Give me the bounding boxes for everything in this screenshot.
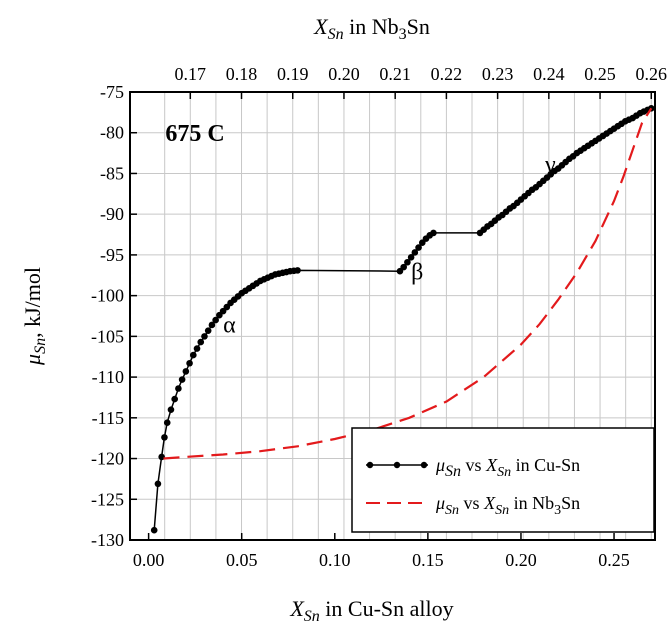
x-tick-label: 0.05 — [226, 550, 258, 570]
legend-marker-cu-sn-2 — [393, 461, 401, 469]
annotation-label: 675 C — [165, 121, 224, 147]
y-tick-label: -125 — [91, 489, 124, 509]
y-tick-label: -95 — [100, 245, 124, 265]
y-tick-label: -115 — [92, 408, 124, 428]
series-point — [158, 453, 165, 461]
x-top-sub2: 3 — [399, 26, 407, 43]
annotations: 675 C α β γ — [165, 121, 556, 338]
legend-marker-cu-sn-3 — [420, 461, 428, 469]
x-top-tick-label: 0.21 — [379, 64, 411, 84]
series-point — [186, 359, 193, 367]
series-point — [404, 258, 411, 266]
x-top-sub: Sn — [328, 26, 344, 43]
series-point — [294, 267, 301, 274]
axis-ticks: -75 -80 -85 -90 -95 -100 -105 -110 -115 -120 -125 -… — [91, 64, 667, 570]
x-tick-label: 0.25 — [598, 550, 630, 570]
series-point — [189, 351, 197, 359]
y-axis-title: μSn, kJ/mol — [20, 267, 49, 366]
series-point — [163, 419, 171, 427]
y-sub: Sn — [32, 338, 49, 354]
series-point — [411, 249, 419, 256]
series-point — [415, 244, 422, 251]
x-top-tick-label: 0.24 — [533, 64, 565, 84]
x-top-axis-title: XSn in Nb3Sn — [313, 14, 430, 43]
x-top-tick-label: 0.26 — [636, 64, 668, 84]
series-point — [154, 480, 162, 488]
series-point — [193, 345, 201, 352]
legend-label-cu-sn: μSn vs XSn in Cu-Sn — [435, 455, 580, 480]
x-tick-label: 0.20 — [505, 550, 537, 570]
x-bottom-rest: in Cu-Sn alloy — [320, 596, 454, 621]
series-point — [171, 395, 178, 403]
legend-marker-cu-sn — [366, 461, 374, 469]
series-point — [208, 321, 216, 329]
series-point — [201, 333, 208, 340]
x-top-tick-label: 0.22 — [431, 64, 463, 84]
series-point — [161, 434, 168, 441]
series-layer — [150, 104, 655, 534]
y-var: μ — [20, 354, 45, 366]
annotation-label: γ — [544, 152, 556, 178]
x-top-tick-label: 0.20 — [328, 64, 360, 84]
y-rest: , kJ/mol — [20, 267, 45, 338]
plot-frame — [129, 91, 656, 541]
legend-box — [351, 427, 655, 533]
y-tick-label: -75 — [100, 82, 124, 102]
series-point — [182, 368, 190, 375]
y-tick-label: -130 — [91, 530, 124, 550]
series-point — [167, 406, 175, 413]
series-point — [430, 229, 437, 237]
y-tick-label: -80 — [100, 123, 124, 143]
x-top-tick-label: 0.19 — [277, 64, 309, 84]
series-line-1 — [163, 107, 653, 460]
x-tick-label: 0.00 — [133, 550, 165, 570]
series-point — [400, 263, 407, 271]
legend: μSn vs XSn in Cu-Sn μSn vs XSn in Nb3Sn — [351, 427, 655, 533]
y-tick-label: -110 — [92, 367, 124, 387]
x-tick-label: 0.10 — [319, 550, 351, 570]
x-bottom-sub: Sn — [304, 608, 320, 625]
x-top-var: X — [313, 14, 329, 39]
series-point — [175, 385, 182, 392]
series-point — [212, 316, 219, 324]
x-top-tick-label: 0.17 — [175, 64, 207, 84]
y-tick-label: -120 — [91, 449, 124, 469]
y-tick-label: -100 — [91, 286, 124, 306]
series-point — [178, 376, 186, 383]
y-tick-label: -105 — [91, 326, 124, 346]
legend-label-nb3sn: μSn vs XSn in Nb3Sn — [435, 493, 580, 518]
x-tick-label: 0.15 — [412, 550, 444, 570]
series-point — [150, 526, 158, 534]
series-point — [204, 327, 212, 334]
y-tick-label: -85 — [100, 163, 124, 183]
y-tick-label: -90 — [100, 204, 124, 224]
series-point — [197, 338, 205, 346]
x-top-rest: in Nb — [344, 14, 399, 39]
annotation-label: β — [411, 259, 423, 285]
annotation-label: α — [223, 312, 236, 338]
x-bottom-axis-title: XSn in Cu-Sn alloy — [289, 596, 453, 625]
x-top-tick-label: 0.18 — [226, 64, 258, 84]
x-bottom-var: X — [289, 596, 305, 621]
x-top-tick-label: 0.23 — [482, 64, 514, 84]
x-top-tick-label: 0.25 — [584, 64, 616, 84]
x-top-rest2: Sn — [407, 14, 430, 39]
series-point — [407, 254, 415, 261]
